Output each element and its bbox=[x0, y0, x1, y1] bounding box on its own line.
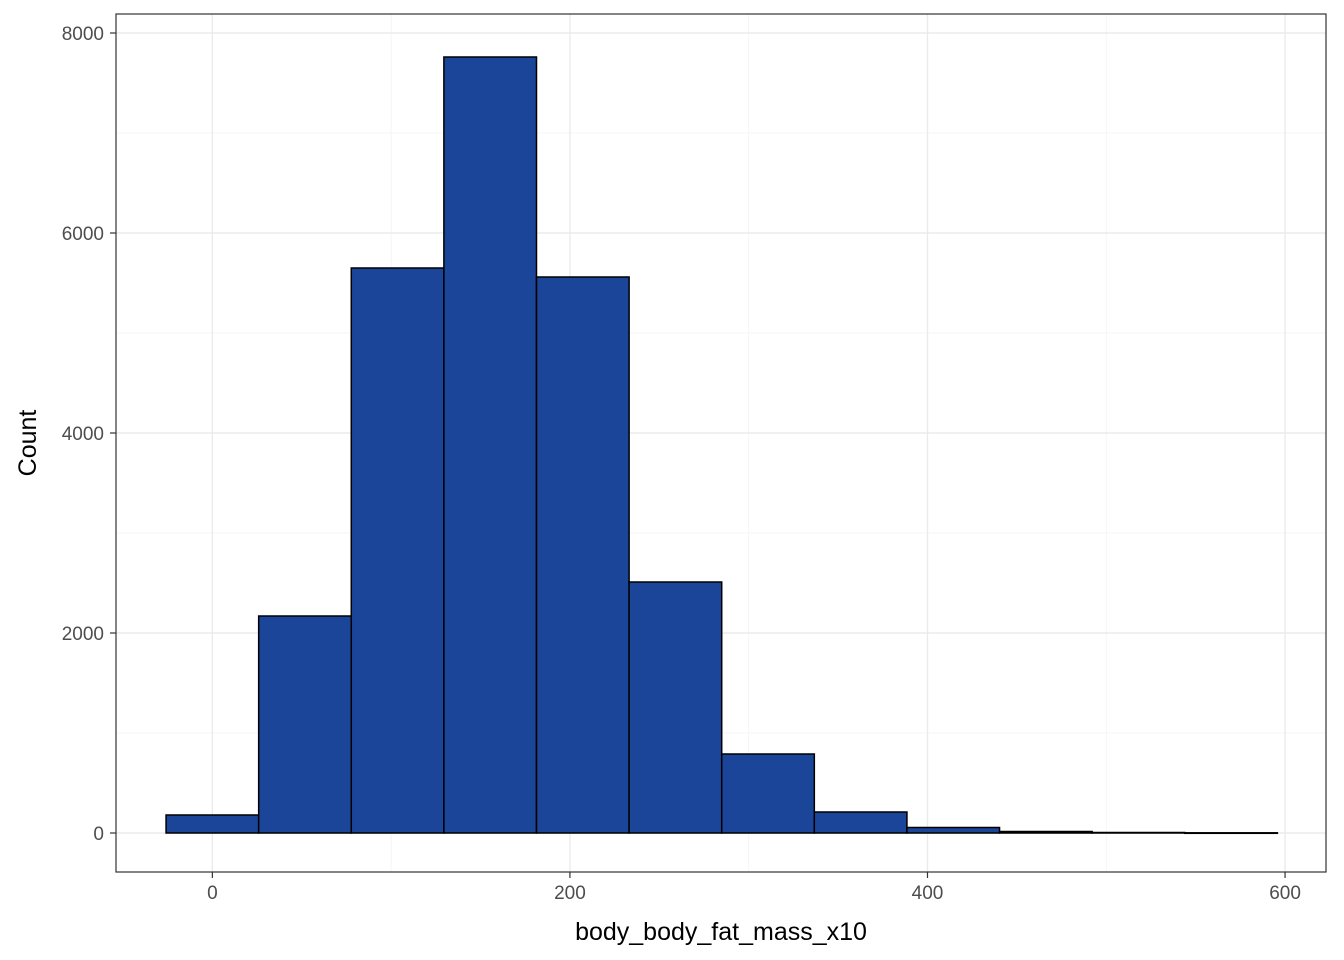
x-tick-label: 400 bbox=[912, 883, 944, 904]
histogram-bar-4 bbox=[535, 276, 630, 834]
panel-border bbox=[115, 13, 1327, 873]
histogram-bar-2 bbox=[350, 267, 445, 834]
x-tick-label: 200 bbox=[554, 883, 586, 904]
histogram-bar-10 bbox=[1091, 831, 1186, 834]
y-tick-label: 8000 bbox=[62, 24, 104, 45]
histogram-bar-1 bbox=[257, 615, 353, 834]
histogram-bar-5 bbox=[628, 581, 723, 834]
y-tick-label: 2000 bbox=[62, 624, 104, 645]
x-tick-label: 0 bbox=[207, 883, 218, 904]
y-tick-label: 4000 bbox=[62, 424, 104, 445]
histogram-bar-9 bbox=[998, 830, 1093, 834]
x-axis: 0 200 400 600 bbox=[207, 872, 1301, 904]
y-tick-label: 0 bbox=[93, 824, 104, 845]
histogram-bars bbox=[165, 56, 1279, 835]
x-tick-label: 600 bbox=[1269, 883, 1301, 904]
histogram-bar-8 bbox=[906, 826, 1001, 834]
x-axis-title: body_body_fat_mass_x10 bbox=[575, 918, 867, 946]
y-tick-label: 6000 bbox=[62, 224, 104, 245]
histogram-bar-7 bbox=[813, 811, 908, 834]
histogram-bar-0 bbox=[165, 814, 260, 834]
y-axis-title: Count bbox=[14, 410, 42, 477]
histogram-bar-3 bbox=[443, 56, 538, 834]
y-axis: 0 2000 4000 6000 8000 bbox=[62, 24, 116, 845]
histogram-bar-6 bbox=[720, 753, 816, 834]
histogram-bar-11 bbox=[1184, 832, 1279, 835]
